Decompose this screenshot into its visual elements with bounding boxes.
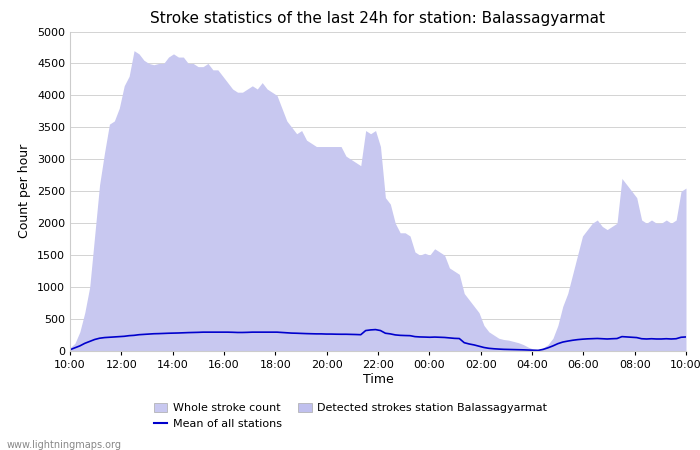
Text: www.lightningmaps.org: www.lightningmaps.org (7, 440, 122, 450)
Legend: Whole stroke count, Mean of all stations, Detected strokes station Balassagyarma: Whole stroke count, Mean of all stations… (150, 398, 552, 433)
X-axis label: Time: Time (363, 373, 393, 386)
Y-axis label: Count per hour: Count per hour (18, 144, 32, 238)
Title: Stroke statistics of the last 24h for station: Balassagyarmat: Stroke statistics of the last 24h for st… (150, 11, 606, 26)
